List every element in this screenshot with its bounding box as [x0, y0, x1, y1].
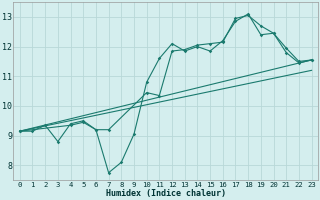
X-axis label: Humidex (Indice chaleur): Humidex (Indice chaleur): [106, 189, 226, 198]
